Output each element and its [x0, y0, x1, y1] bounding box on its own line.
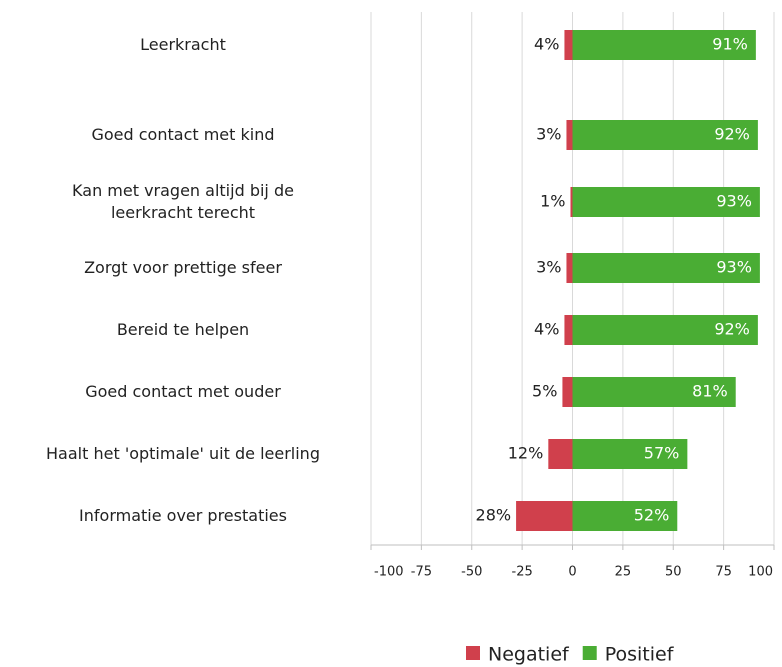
value-label: 28% [476, 506, 512, 525]
value-label: 91% [712, 35, 748, 54]
x-tick-label: -75 [411, 565, 432, 580]
value-label: 1% [540, 192, 565, 211]
bar [572, 253, 760, 283]
legend-swatch [466, 646, 480, 660]
category-label: Informatie over prestaties [79, 506, 287, 525]
x-tick-label: 25 [615, 565, 632, 580]
legend-swatch [582, 646, 597, 660]
bar [564, 315, 573, 345]
value-label: 3% [536, 258, 561, 277]
category-label: Kan met vragen altijd bij de leerkracht … [72, 181, 294, 222]
bar [566, 120, 573, 150]
x-tick-label: 0 [568, 565, 576, 580]
bar [516, 501, 573, 531]
legend-label: Negatief [488, 644, 570, 666]
x-tick-label: 50 [665, 565, 682, 580]
category-label: Goed contact met ouder [85, 382, 281, 401]
bar [572, 439, 688, 469]
bar [566, 253, 573, 283]
bar [570, 187, 573, 217]
value-label: 81% [692, 382, 728, 401]
bar [562, 377, 573, 407]
value-label: 5% [532, 382, 557, 401]
bar [572, 315, 758, 345]
bar [564, 30, 573, 60]
x-tick-label: -50 [461, 565, 482, 580]
value-label: 3% [536, 125, 561, 144]
bar [572, 377, 736, 407]
value-label: 93% [716, 258, 752, 277]
x-tick-label: -25 [512, 565, 533, 580]
legend-label: Positief [605, 644, 675, 666]
value-label: 12% [508, 444, 544, 463]
category-label: Zorgt voor prettige sfeer [84, 258, 282, 277]
category-label: Bereid te helpen [116, 320, 250, 339]
value-label: 92% [714, 125, 750, 144]
value-label: 4% [534, 35, 559, 54]
x-tick-label: 100 [748, 565, 773, 580]
bar [572, 30, 756, 60]
category-label: Haalt het 'optimale' uit de leerling [46, 444, 320, 463]
value-label: 52% [634, 506, 670, 525]
bar [548, 439, 573, 469]
x-tick-label: -100 [374, 565, 404, 580]
value-label: 92% [714, 320, 750, 339]
x-tick-label: 75 [715, 565, 732, 580]
category-label: Goed contact met kind [91, 125, 275, 144]
bar [572, 501, 678, 531]
value-label: 57% [644, 444, 680, 463]
value-label: 4% [534, 320, 559, 339]
category-label: Leerkracht [140, 35, 226, 54]
value-label: 93% [716, 192, 752, 211]
bar [572, 187, 760, 217]
bar [572, 120, 758, 150]
